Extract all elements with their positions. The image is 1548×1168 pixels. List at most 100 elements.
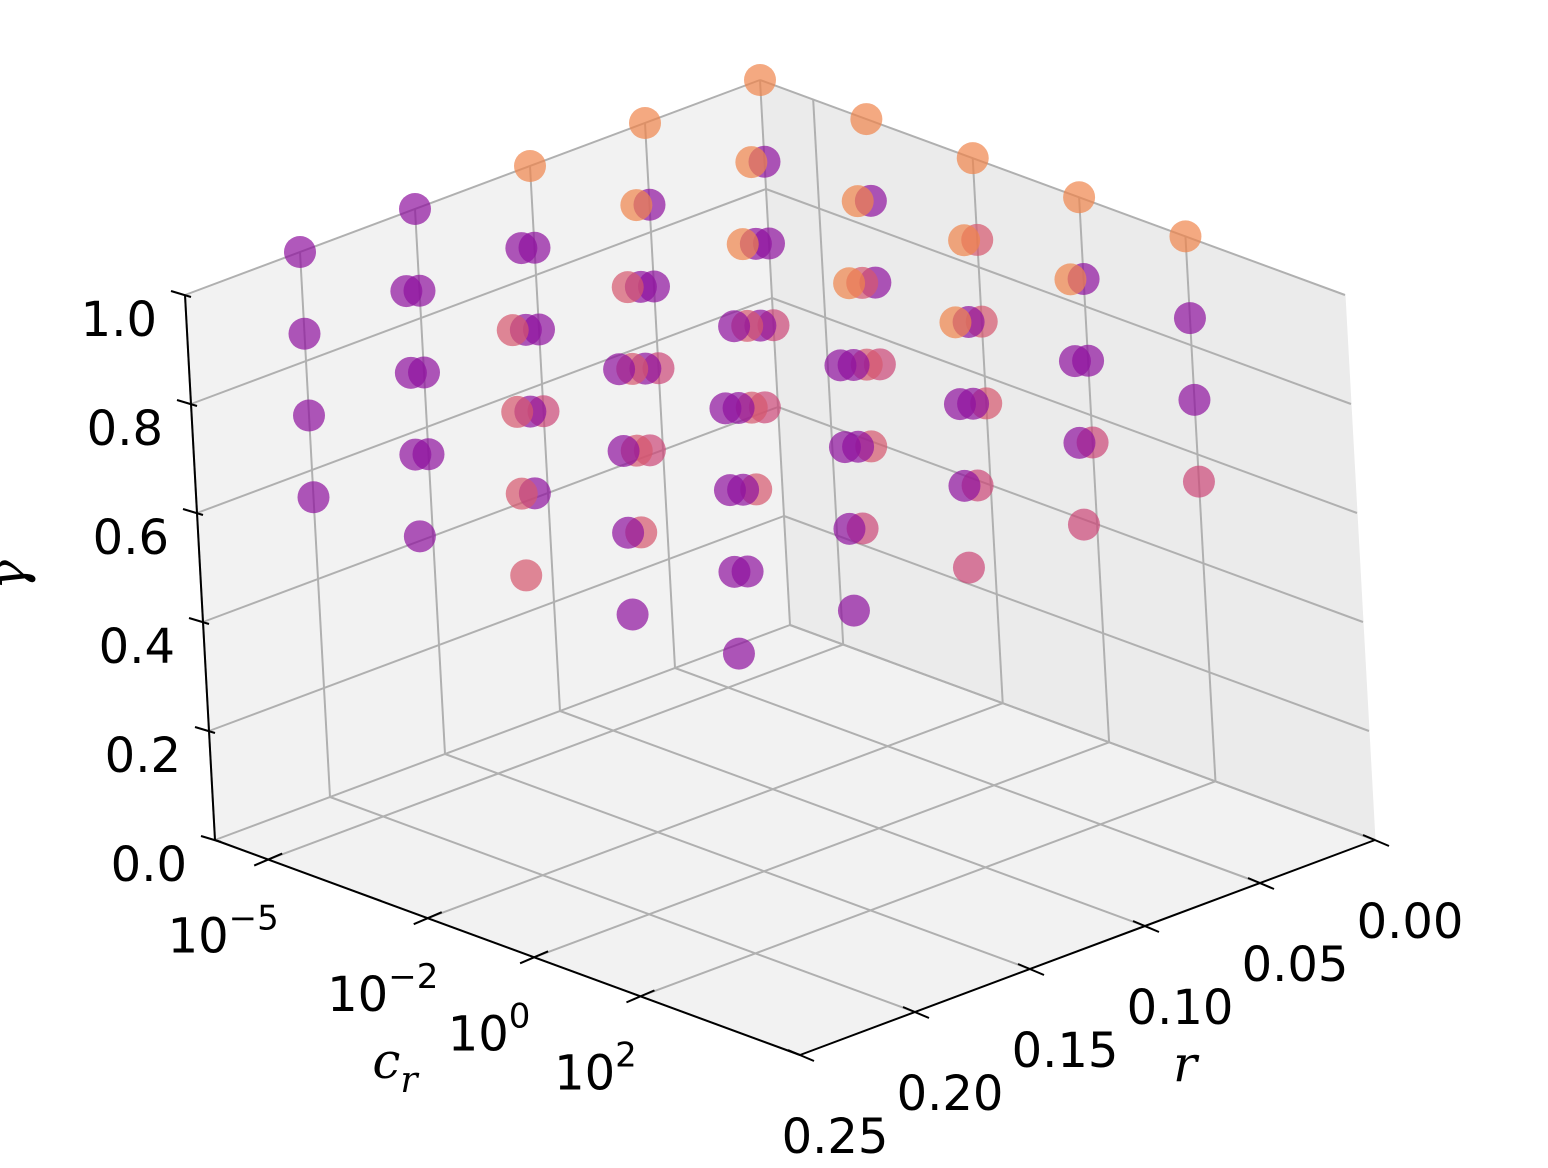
point [1058, 345, 1091, 378]
point [390, 275, 423, 308]
point [1063, 181, 1096, 214]
point [828, 431, 861, 464]
point [744, 64, 776, 96]
x-tick-exponent: −5 [229, 898, 279, 938]
grid-line [196, 297, 773, 514]
x-tick-exponent: −2 [388, 957, 438, 997]
z-tick-label: 0.2 [105, 728, 181, 784]
point [833, 267, 866, 300]
point [956, 142, 989, 175]
x-tick-exponent: 2 [615, 1035, 637, 1075]
point [709, 392, 742, 425]
z-tick-label: 0.0 [111, 837, 187, 893]
point [726, 228, 759, 261]
point [1067, 508, 1100, 541]
point [841, 185, 874, 218]
x-axis-label-main: c [372, 1032, 400, 1090]
point [612, 516, 645, 549]
tick-mark [182, 508, 204, 516]
point [510, 559, 543, 592]
x-tick-label: 102 [554, 1035, 637, 1102]
point [718, 310, 751, 343]
y-tick-label: 0.15 [1012, 1023, 1119, 1079]
y-tick-label: 0.25 [782, 1109, 889, 1165]
point [284, 236, 316, 268]
point [952, 551, 985, 584]
z-tick-label: 0.8 [87, 401, 163, 457]
point [394, 356, 427, 389]
x-axis-line [214, 839, 801, 1056]
point [629, 107, 661, 139]
axes: 10−510−21001020.000.050.100.150.200.250.… [0, 290, 1463, 1165]
z-tick-label: 0.4 [99, 619, 175, 675]
tick-mark [170, 290, 192, 298]
x-tick-base: 10 [327, 967, 388, 1023]
point [505, 477, 538, 510]
tick-mark [1362, 834, 1390, 847]
tick-mark [188, 617, 210, 625]
x-axis-label: cr [372, 1032, 419, 1101]
y-tick-label: 0.05 [1242, 937, 1349, 993]
point [403, 520, 436, 553]
point [722, 637, 755, 670]
x-tick-base: 10 [554, 1045, 615, 1101]
point [293, 399, 325, 432]
grid-line [533, 741, 1110, 959]
grid-line [444, 753, 1031, 970]
grid-line [214, 624, 791, 841]
x-tick-label: 10−5 [168, 898, 279, 965]
y-axis-label: r [1173, 1035, 1200, 1093]
grid-line [789, 624, 1376, 841]
grid-line [765, 188, 1352, 405]
z-tick-label: 1.0 [81, 292, 157, 348]
grid-line [208, 515, 785, 732]
grid-line [783, 515, 1370, 732]
point [1054, 263, 1087, 296]
grid-line [202, 406, 779, 623]
point [948, 224, 981, 257]
point [607, 435, 640, 468]
point [1169, 220, 1202, 253]
y-tick-label: 0.20 [897, 1066, 1004, 1122]
x-tick-exponent: 0 [509, 996, 531, 1036]
point [399, 438, 432, 471]
tick-mark [194, 726, 216, 734]
point [288, 317, 321, 350]
point [603, 353, 636, 386]
point [718, 555, 751, 588]
point [1063, 426, 1096, 459]
point [850, 103, 883, 136]
points [284, 64, 1215, 670]
point [833, 512, 866, 545]
point [1173, 302, 1206, 335]
point [514, 150, 546, 182]
point [939, 306, 972, 339]
point [505, 232, 538, 265]
point [943, 388, 976, 421]
point [1182, 465, 1215, 498]
grid-line [674, 667, 1261, 884]
grid-line [190, 188, 767, 405]
z-axis-line [184, 294, 216, 841]
grid-line [559, 710, 1146, 927]
z-tick-label: 0.6 [93, 510, 169, 566]
point [713, 474, 746, 507]
grid-line [329, 796, 916, 1013]
point [611, 271, 644, 304]
point [824, 349, 857, 382]
grid-line [184, 79, 761, 296]
grid-line [640, 780, 1216, 998]
x-tick-label: 10−2 [327, 957, 438, 1024]
point [297, 481, 330, 514]
point [948, 469, 981, 502]
point [501, 395, 534, 428]
x-tick-base: 10 [448, 1006, 509, 1062]
x-axis-label-sub: r [400, 1060, 419, 1101]
x-tick-label: 100 [448, 996, 531, 1063]
point [1178, 383, 1211, 416]
point [496, 314, 529, 347]
point [837, 594, 870, 627]
grid-line [771, 297, 1358, 514]
tick-mark [176, 399, 198, 407]
